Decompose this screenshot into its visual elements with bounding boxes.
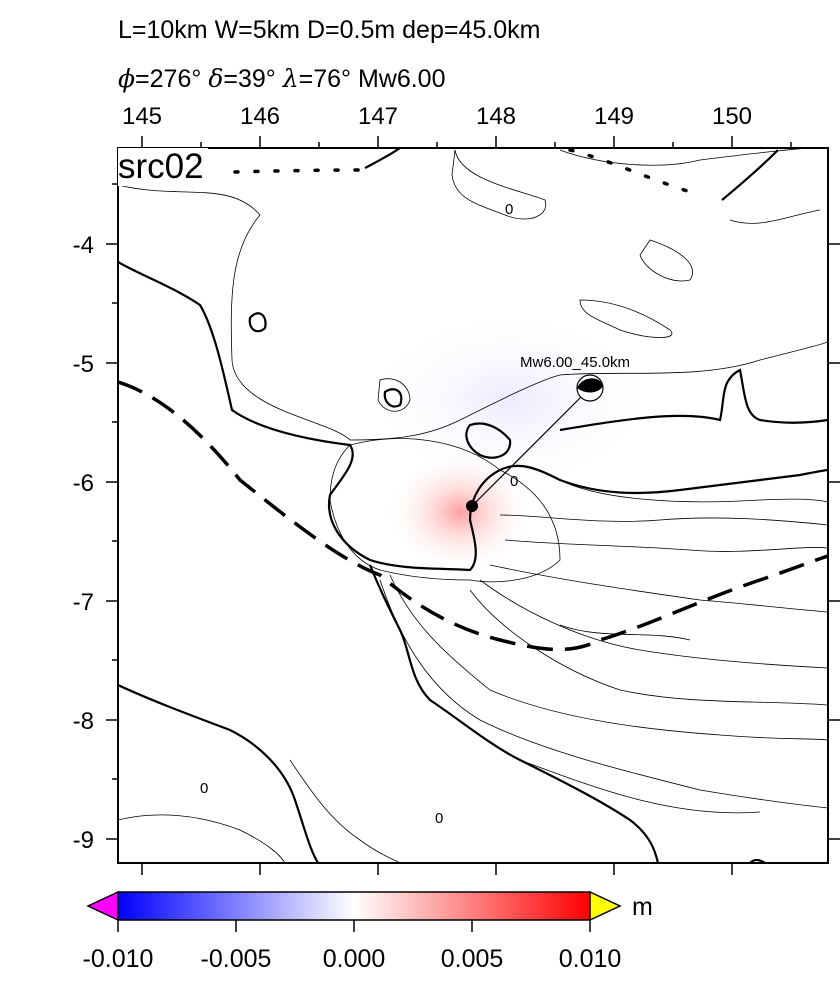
contour-thin-19 [559, 624, 691, 641]
colorbar-tick-3: 0.000 [323, 945, 386, 973]
contour-thin-20 [519, 759, 761, 814]
contour-thin-16 [639, 239, 693, 282]
colorbar-tick-2: -0.005 [201, 945, 272, 973]
colorbar-tick-4: 0.005 [441, 945, 504, 973]
beachball-icon [576, 374, 604, 402]
lon-tick-145: 145 [122, 103, 162, 130]
contour-thin-6 [504, 539, 828, 552]
lon-tick-150: 150 [712, 103, 752, 130]
rake-symbol: λ [282, 64, 299, 93]
uplift-lobe [385, 450, 535, 574]
dotted-fault-2 [568, 148, 702, 197]
longitude-axis [141, 136, 792, 875]
coastline-east-1 [559, 368, 828, 432]
lon-tick-148: 148 [476, 103, 516, 130]
strike-symbol: ϕ [118, 64, 136, 93]
contour-thin-12 [118, 814, 286, 863]
contour-label-1: 0 [505, 201, 513, 218]
latitude-axis [106, 183, 840, 840]
contour-thin-11 [379, 579, 828, 809]
colorbar-gradient [117, 891, 591, 921]
lat-tick-4: -4 [73, 232, 94, 259]
coastline-2 [368, 564, 660, 863]
colorbar-tick-5: 0.010 [559, 945, 622, 973]
subsidence-lobe [360, 310, 660, 490]
lat-tick-5: -5 [73, 351, 94, 378]
lat-tick-9: -9 [73, 827, 94, 854]
epicenter-connector [471, 387, 591, 507]
contour-thin-17 [377, 378, 411, 412]
coastline-3 [118, 684, 319, 863]
colorbar-unit: m [632, 893, 653, 921]
mechanism-title: ϕ=276° δ=39° λ=76° Mw6.00 [118, 64, 446, 94]
trench-line [118, 380, 828, 652]
contour-label-3: 0 [200, 780, 208, 797]
dip-symbol: δ [208, 64, 224, 93]
contour-lines [118, 148, 828, 863]
lon-tick-147: 147 [358, 103, 398, 130]
strike-value: =276° [135, 65, 202, 93]
coastline-north-2 [721, 149, 779, 201]
contour-thin-13 [289, 759, 401, 863]
contour-thin-10 [389, 574, 828, 741]
event-label: Mw6.00_45.0km [520, 354, 630, 371]
coastline-north-1 [364, 148, 401, 169]
lon-tick-146: 146 [240, 103, 280, 130]
magnitude-value: Mw6.00 [357, 65, 446, 93]
contour-value-labels: 0 0 0 0 [200, 201, 518, 827]
lat-tick-7: -7 [73, 589, 94, 616]
colorbar-over-triangle [589, 890, 622, 922]
lon-tick-149: 149 [594, 103, 634, 130]
dotted-fault [233, 168, 362, 174]
source-mechanism: Mw6.00_45.0km [466, 354, 630, 512]
lat-tick-6: -6 [73, 470, 94, 497]
contour-thin-5 [499, 514, 828, 526]
dip-value: =39° [223, 65, 276, 93]
epicenter-marker [466, 500, 478, 512]
rake-value: =76° [298, 65, 351, 93]
parameter-title: L=10km W=5km D=0.5m dep=45.0km [118, 16, 541, 44]
colorbar-under-triangle [86, 890, 119, 922]
island-2 [248, 312, 267, 333]
contour-label-2: 0 [510, 473, 518, 490]
map-frame [117, 147, 829, 864]
island-1 [465, 422, 512, 459]
contour-thin-2 [451, 149, 547, 220]
contour-thin-4 [559, 479, 828, 503]
contour-thin-3 [329, 438, 561, 583]
source-id-label: src02 [118, 148, 208, 186]
contour-thin-9 [469, 589, 828, 706]
contour-thin-7 [489, 564, 828, 613]
colorbar: m -0.010 -0.005 0.000 0.005 0.010 [83, 890, 653, 973]
contour-thin-18 [729, 209, 821, 224]
island-3 [383, 388, 403, 408]
lat-tick-8: -8 [73, 708, 94, 735]
contour-thin-15 [579, 299, 673, 338]
coastline-1 [118, 261, 828, 572]
contour-label-4: 0 [435, 810, 443, 827]
contour-thin-8 [479, 579, 828, 669]
colorbar-tick-1: -0.010 [83, 945, 154, 973]
